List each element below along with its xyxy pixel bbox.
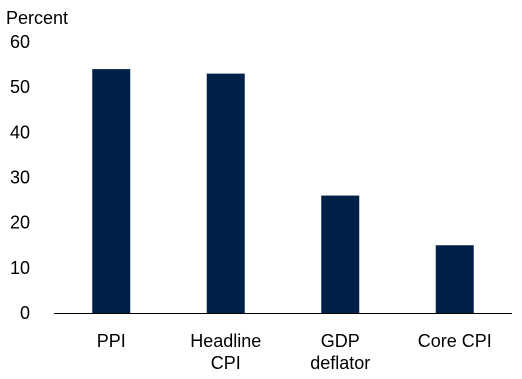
y-tick-label: 10 xyxy=(10,258,30,278)
x-tick-label: Core CPI xyxy=(418,331,492,351)
y-tick-label: 0 xyxy=(20,303,30,323)
y-tick-label: 40 xyxy=(10,122,30,142)
y-tick-label: 60 xyxy=(10,32,30,52)
bar xyxy=(321,195,360,313)
bar xyxy=(435,245,474,313)
x-tick-label: GDP deflator xyxy=(310,331,370,373)
y-axis-ticks: 0 10 20 30 40 50 60 xyxy=(10,32,30,323)
y-tick-label: 20 xyxy=(10,213,30,233)
x-axis-tick-labels: PPI Headline CPI GDP deflator Core CPI xyxy=(97,331,492,373)
bar xyxy=(92,69,131,313)
y-axis-label: Percent xyxy=(6,8,68,28)
x-tick-label: Headline CPI xyxy=(190,331,261,373)
x-tick-label: PPI xyxy=(97,331,126,351)
bar xyxy=(206,73,245,313)
bars xyxy=(92,69,474,313)
y-tick-label: 30 xyxy=(10,168,30,188)
y-tick-label: 50 xyxy=(10,77,30,97)
